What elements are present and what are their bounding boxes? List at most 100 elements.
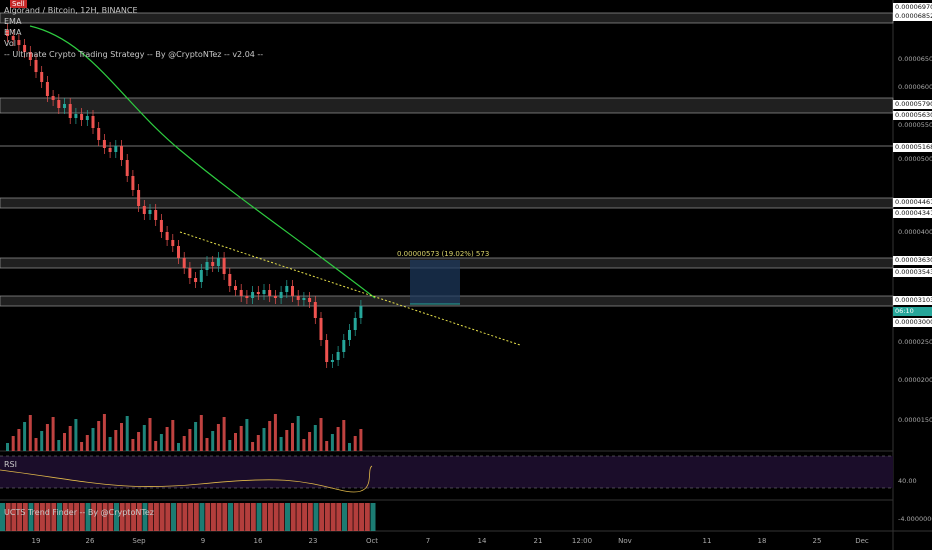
candle [108, 148, 112, 152]
trend-stripe [279, 503, 285, 531]
candle [194, 278, 198, 282]
candle [205, 262, 209, 270]
trendline [179, 231, 521, 346]
volume-bar [23, 422, 27, 451]
volume-bar [177, 443, 180, 451]
candle [80, 114, 84, 120]
volume-bar [120, 423, 123, 451]
price-tag: 0.00003630 [893, 256, 932, 265]
volume-bar [313, 425, 317, 451]
trend-stripe [148, 503, 154, 531]
trend-stripe [142, 503, 148, 531]
trend-stripe [267, 503, 273, 531]
trend-stripe [153, 503, 159, 531]
trend-finder-label[interactable]: UCTS Trend Finder -- By @CryptoNTez [4, 508, 154, 517]
candle [97, 128, 101, 140]
trend-stripe [182, 503, 188, 531]
rsi-line [0, 465, 373, 493]
trend-stripe [319, 503, 325, 531]
candle [342, 340, 346, 352]
trend-stripe [28, 503, 34, 531]
volume-bar [188, 429, 192, 451]
volume-bar [336, 427, 340, 451]
candle [137, 190, 141, 206]
trend-stripe [176, 503, 182, 531]
candle [308, 298, 312, 302]
volume-bar [330, 434, 334, 451]
volume-bar [63, 433, 66, 451]
trend-stripe [210, 503, 216, 531]
trend-stripe [188, 503, 194, 531]
strategy-indicator-label[interactable]: -- Ultimate Crypto Trading Strategy -- B… [4, 50, 264, 59]
trend-stripe [302, 503, 308, 531]
trend-stripe [239, 503, 245, 531]
trend-stripe [342, 503, 347, 531]
trend-stripe [39, 503, 45, 531]
trend-stripe [74, 503, 80, 531]
volume-bar [302, 439, 306, 451]
trend-stripe [285, 503, 290, 531]
price-tag: 0.00003543 [893, 268, 932, 277]
trend-stripe [91, 503, 97, 531]
volume-bar [80, 442, 84, 451]
trend-stripe [114, 503, 119, 531]
candle [296, 296, 300, 300]
trend-stripe [62, 503, 68, 531]
trend-stripe [136, 503, 142, 531]
date-tick: Dec [855, 537, 869, 545]
volume-bar [216, 424, 220, 451]
candle [268, 290, 272, 296]
ema-indicator-label[interactable]: EMA [4, 17, 22, 26]
rsi-label[interactable]: RSI [4, 460, 17, 469]
ema-indicator-label-2[interactable]: EMA [4, 28, 22, 37]
volume-bar [6, 443, 9, 451]
volume-bar [40, 431, 44, 451]
volume-bar [68, 426, 72, 451]
trend-stripe [273, 503, 279, 531]
candle [228, 274, 232, 286]
volume-bar [51, 417, 55, 451]
trend-stripe [11, 503, 17, 531]
date-tick: 7 [425, 537, 431, 545]
price-tag: 0.00005630 [893, 111, 932, 120]
candle [102, 140, 106, 148]
candle [222, 258, 226, 274]
trend-stripe [45, 503, 51, 531]
trend-stripe [347, 503, 353, 531]
price-tag: 0.00003103 [893, 296, 932, 305]
candle [211, 262, 215, 266]
volume-bar [262, 428, 266, 451]
trend-stripe [313, 503, 319, 531]
trend-stripe [68, 503, 74, 531]
candle [63, 104, 66, 108]
date-tick: Sep [132, 537, 146, 545]
volume-indicator-label[interactable]: Vol [4, 39, 16, 48]
candle [199, 270, 203, 282]
candle [239, 290, 243, 296]
candle [159, 220, 163, 232]
candle [51, 96, 55, 100]
trend-stripe [34, 503, 40, 531]
volume-bar [194, 422, 198, 451]
volume-bar [199, 415, 203, 451]
volume-bar [182, 436, 186, 451]
trend-stripe [159, 503, 165, 531]
date-tick: 25 [812, 537, 822, 545]
trend-stripe [22, 503, 28, 531]
volume-bar [245, 419, 249, 451]
candle [319, 318, 323, 340]
volume-bar [148, 418, 152, 451]
candle [142, 206, 146, 214]
trend-stripe [193, 503, 199, 531]
candle [23, 45, 27, 52]
trend-stripe [57, 503, 62, 531]
measure-box [410, 260, 460, 304]
trend-stripe [216, 503, 222, 531]
volume-bar [285, 430, 289, 451]
volume-bar [11, 436, 15, 451]
